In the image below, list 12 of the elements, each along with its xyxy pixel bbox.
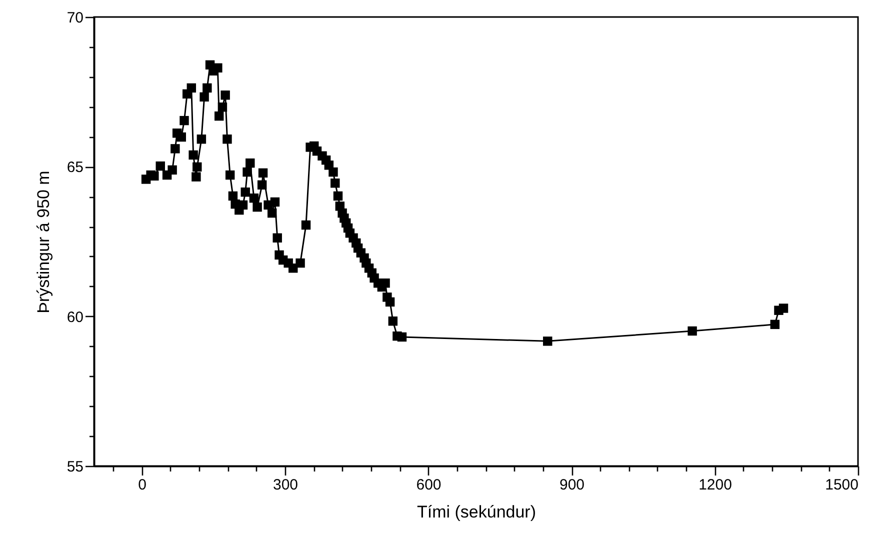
x-tick-label: 900: [559, 476, 585, 494]
y-tick-label: 60: [66, 308, 84, 326]
x-tick-label: 300: [272, 476, 298, 494]
y-tick-label: 65: [66, 159, 84, 176]
y-tick-label: 70: [66, 10, 84, 26]
x-axis-title: Tími (sekúndur): [416, 502, 536, 522]
x-tick-label: 1500: [825, 476, 858, 494]
x-tick-label: 0: [138, 476, 146, 494]
y-tick-label: 55: [66, 458, 84, 476]
x-tick-label: 600: [416, 476, 442, 494]
x-tick-label: 1200: [698, 476, 732, 494]
y-axis-title: Þrýstingur á 950 m: [34, 170, 53, 314]
